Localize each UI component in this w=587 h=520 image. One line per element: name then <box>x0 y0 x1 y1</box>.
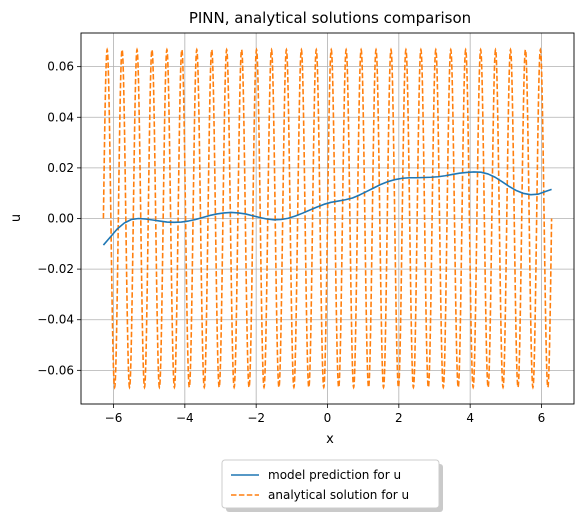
x-tick-label: 2 <box>395 411 403 425</box>
x-axis-label: x <box>326 432 334 447</box>
x-tick-label: −4 <box>176 411 194 425</box>
y-tick-label: 0.02 <box>47 161 74 175</box>
x-tick-label: 0 <box>324 411 332 425</box>
legend-label-model: model prediction for u <box>268 468 401 482</box>
y-axis-label: u <box>9 214 24 222</box>
y-tick-label: −0.04 <box>37 313 74 327</box>
y-tick-label: −0.06 <box>37 363 74 377</box>
legend-label-analytical: analytical solution for u <box>268 488 409 502</box>
plot-area <box>102 47 553 390</box>
x-tick-label: −6 <box>105 411 123 425</box>
chart-title: PINN, analytical solutions comparison <box>189 9 471 27</box>
legend-box <box>221 459 440 509</box>
legend: model prediction for u analytical soluti… <box>221 459 443 512</box>
y-tick-label: −0.02 <box>37 262 74 276</box>
x-tick-label: 4 <box>466 411 474 425</box>
x-tick-label: 6 <box>538 411 546 425</box>
analytical-solution-line <box>102 47 553 390</box>
y-tick-label: 0.06 <box>47 60 74 74</box>
y-tick-label: 0.04 <box>47 110 74 124</box>
axis-ticks: −6 −4 −2 0 2 4 6 −0.06 −0.04 −0.02 0.00 0.02 0.04 0.0… <box>37 60 545 425</box>
model-prediction-line <box>102 171 552 246</box>
x-tick-label: −2 <box>247 411 265 425</box>
y-tick-label: 0.00 <box>47 212 74 226</box>
